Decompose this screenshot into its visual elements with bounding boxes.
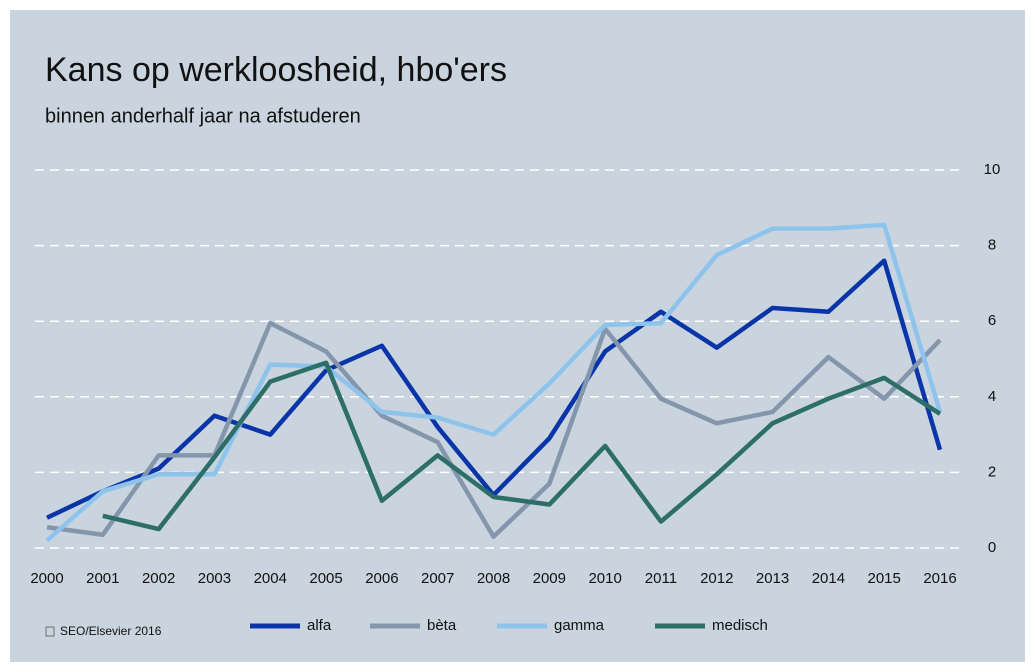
line-series — [46, 320, 942, 539]
y-tick-label: 6 — [988, 312, 996, 329]
x-tick-label: 2015 — [868, 570, 901, 587]
source-icon — [45, 626, 55, 637]
line-series — [45, 222, 943, 543]
line-series — [102, 360, 942, 532]
legend-label: gamma — [554, 617, 605, 634]
x-tick-label: 2011 — [645, 570, 677, 587]
x-tick-label: 2000 — [30, 570, 63, 587]
x-tick-label: 2001 — [86, 570, 119, 587]
legend-label: medisch — [712, 617, 768, 634]
chart-title: Kans op werkloosheid, hbo'ers — [45, 51, 507, 89]
x-tick-label: 2010 — [588, 570, 621, 587]
x-tick-label: 2008 — [477, 570, 510, 587]
y-tick-label: 10 — [984, 161, 1001, 178]
x-tick-label: 2012 — [700, 570, 733, 587]
x-tick-label: 2003 — [198, 570, 231, 587]
x-tick-label: 2014 — [812, 570, 845, 587]
x-tick-label: 2006 — [365, 570, 398, 587]
x-tick-label: 2002 — [142, 570, 175, 587]
x-tick-label: 2009 — [533, 570, 566, 587]
legend-label: alfa — [307, 617, 332, 634]
y-tick-label: 2 — [988, 463, 996, 480]
x-tick-label: 2013 — [756, 570, 789, 587]
x-tick-label: 2007 — [421, 570, 454, 587]
chart-background — [10, 10, 1025, 662]
x-tick-label: 2004 — [254, 570, 287, 587]
y-tick-label: 8 — [988, 237, 996, 254]
x-tick-label: 2016 — [923, 570, 956, 587]
y-tick-label: 0 — [988, 539, 996, 556]
y-tick-label: 4 — [988, 388, 996, 405]
source: SEO/Elsevier 2016 — [60, 624, 162, 638]
legend-label: bèta — [427, 617, 457, 634]
x-tick-label: 2005 — [309, 570, 342, 587]
chart-subtitle: binnen anderhalf jaar na afstuderen — [45, 105, 361, 127]
